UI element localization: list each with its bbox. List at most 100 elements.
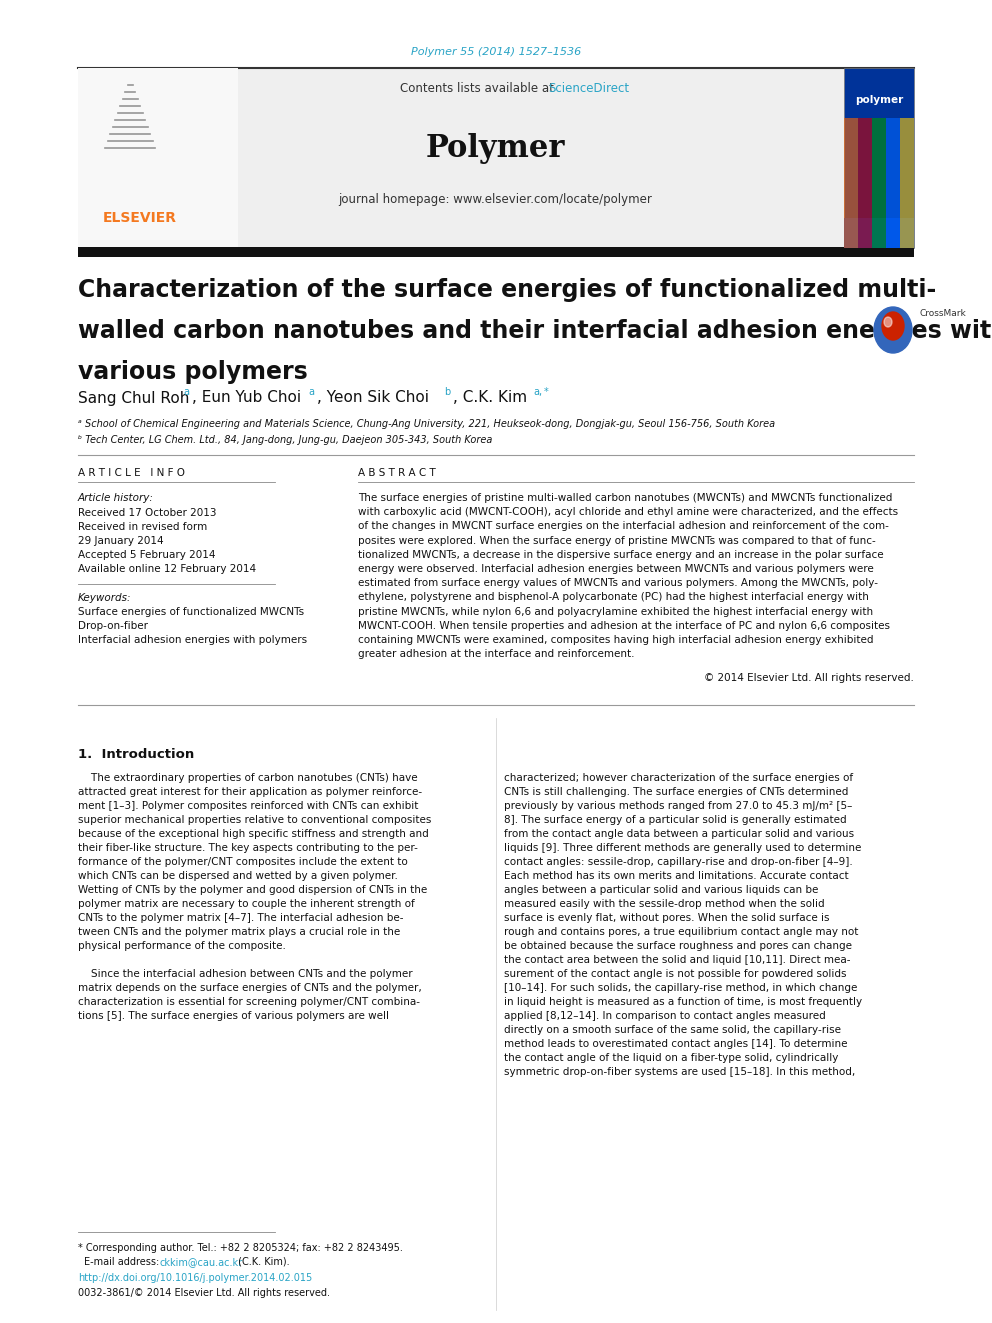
Text: Received in revised form: Received in revised form xyxy=(78,523,207,532)
Text: of the changes in MWCNT surface energies on the interfacial adhesion and reinfor: of the changes in MWCNT surface energies… xyxy=(358,521,889,532)
Text: containing MWCNTs were examined, composites having high interfacial adhesion ene: containing MWCNTs were examined, composi… xyxy=(358,635,874,646)
Text: a,: a, xyxy=(533,388,542,397)
Text: tions [5]. The surface energies of various polymers are well: tions [5]. The surface energies of vario… xyxy=(78,1011,389,1021)
Text: symmetric drop-on-fiber systems are used [15–18]. In this method,: symmetric drop-on-fiber systems are used… xyxy=(504,1068,855,1077)
Bar xyxy=(900,118,914,247)
Text: Polymer 55 (2014) 1527–1536: Polymer 55 (2014) 1527–1536 xyxy=(411,48,581,57)
Text: formance of the polymer/CNT composites include the extent to: formance of the polymer/CNT composites i… xyxy=(78,857,408,867)
Text: pristine MWCNTs, while nylon 6,6 and polyacrylamine exhibited the highest interf: pristine MWCNTs, while nylon 6,6 and pol… xyxy=(358,607,873,617)
Text: 1.  Introduction: 1. Introduction xyxy=(78,749,194,762)
Text: ScienceDirect: ScienceDirect xyxy=(548,82,629,94)
Text: physical performance of the composite.: physical performance of the composite. xyxy=(78,941,286,951)
Bar xyxy=(844,67,914,247)
Text: CNTs to the polymer matrix [4–7]. The interfacial adhesion be-: CNTs to the polymer matrix [4–7]. The in… xyxy=(78,913,404,923)
Text: Interfacial adhesion energies with polymers: Interfacial adhesion energies with polym… xyxy=(78,635,308,646)
Text: the contact angle of the liquid on a fiber-type solid, cylindrically: the contact angle of the liquid on a fib… xyxy=(504,1053,838,1062)
Bar xyxy=(844,118,858,247)
Text: tween CNTs and the polymer matrix plays a crucial role in the: tween CNTs and the polymer matrix plays … xyxy=(78,927,400,937)
Text: Surface energies of functionalized MWCNTs: Surface energies of functionalized MWCNT… xyxy=(78,607,305,617)
Bar xyxy=(78,247,914,257)
Bar xyxy=(886,118,900,247)
Text: ᵃ School of Chemical Engineering and Materials Science, Chung-Ang University, 22: ᵃ School of Chemical Engineering and Mat… xyxy=(78,419,775,429)
Text: posites were explored. When the surface energy of pristine MWCNTs was compared t: posites were explored. When the surface … xyxy=(358,536,876,545)
Text: estimated from surface energy values of MWCNTs and various polymers. Among the M: estimated from surface energy values of … xyxy=(358,578,878,589)
Bar xyxy=(872,118,886,247)
Text: with carboxylic acid (MWCNT-COOH), acyl chloride and ethyl amine were characteri: with carboxylic acid (MWCNT-COOH), acyl … xyxy=(358,507,898,517)
Text: a: a xyxy=(308,388,314,397)
Text: various polymers: various polymers xyxy=(78,360,308,384)
Text: energy were observed. Interfacial adhesion energies between MWCNTs and various p: energy were observed. Interfacial adhesi… xyxy=(358,564,874,574)
Bar xyxy=(858,118,872,247)
Text: journal homepage: www.elsevier.com/locate/polymer: journal homepage: www.elsevier.com/locat… xyxy=(338,193,652,206)
Text: contact angles: sessile-drop, capillary-rise and drop-on-fiber [4–9].: contact angles: sessile-drop, capillary-… xyxy=(504,857,853,867)
Text: surement of the contact angle is not possible for powdered solids: surement of the contact angle is not pos… xyxy=(504,968,846,979)
Text: 29 January 2014: 29 January 2014 xyxy=(78,536,164,546)
Text: measured easily with the sessile-drop method when the solid: measured easily with the sessile-drop me… xyxy=(504,900,824,909)
Text: 8]. The surface energy of a particular solid is generally estimated: 8]. The surface energy of a particular s… xyxy=(504,815,846,826)
Text: Accepted 5 February 2014: Accepted 5 February 2014 xyxy=(78,550,215,560)
Text: walled carbon nanotubes and their interfacial adhesion energies with: walled carbon nanotubes and their interf… xyxy=(78,319,992,343)
Text: previously by various methods ranged from 27.0 to 45.3 mJ/m² [5–: previously by various methods ranged fro… xyxy=(504,800,852,811)
Text: surface is evenly flat, without pores. When the solid surface is: surface is evenly flat, without pores. W… xyxy=(504,913,829,923)
Bar xyxy=(78,67,914,247)
Text: Contents lists available at: Contents lists available at xyxy=(400,82,558,94)
Text: a: a xyxy=(183,388,189,397)
Text: Characterization of the surface energies of functionalized multi-: Characterization of the surface energies… xyxy=(78,278,936,302)
Bar xyxy=(844,218,914,247)
Text: the contact area between the solid and liquid [10,11]. Direct mea-: the contact area between the solid and l… xyxy=(504,955,850,964)
Text: (C.K. Kim).: (C.K. Kim). xyxy=(235,1257,290,1267)
Text: Sang Chul Roh: Sang Chul Roh xyxy=(78,390,189,406)
Text: ᵇ Tech Center, LG Chem. Ltd., 84, Jang-dong, Jung-gu, Daejeon 305-343, South Kor: ᵇ Tech Center, LG Chem. Ltd., 84, Jang-d… xyxy=(78,435,492,445)
Text: A B S T R A C T: A B S T R A C T xyxy=(358,468,435,478)
Text: http://dx.doi.org/10.1016/j.polymer.2014.02.015: http://dx.doi.org/10.1016/j.polymer.2014… xyxy=(78,1273,312,1283)
Text: from the contact angle data between a particular solid and various: from the contact angle data between a pa… xyxy=(504,830,854,839)
Text: ment [1–3]. Polymer composites reinforced with CNTs can exhibit: ment [1–3]. Polymer composites reinforce… xyxy=(78,800,419,811)
Text: CrossMark: CrossMark xyxy=(920,310,967,319)
Text: *: * xyxy=(544,388,549,397)
Text: directly on a smooth surface of the same solid, the capillary-rise: directly on a smooth surface of the same… xyxy=(504,1025,841,1035)
Text: in liquid height is measured as a function of time, is most frequently: in liquid height is measured as a functi… xyxy=(504,998,862,1007)
Text: polymer matrix are necessary to couple the inherent strength of: polymer matrix are necessary to couple t… xyxy=(78,900,415,909)
Text: The surface energies of pristine multi-walled carbon nanotubes (MWCNTs) and MWCN: The surface energies of pristine multi-w… xyxy=(358,493,893,503)
Text: ethylene, polystyrene and bisphenol-A polycarbonate (PC) had the highest interfa: ethylene, polystyrene and bisphenol-A po… xyxy=(358,593,869,602)
Text: ckkim@cau.ac.kr: ckkim@cau.ac.kr xyxy=(159,1257,242,1267)
Text: MWCNT-COOH. When tensile properties and adhesion at the interface of PC and nylo: MWCNT-COOH. When tensile properties and … xyxy=(358,620,890,631)
Text: angles between a particular solid and various liquids can be: angles between a particular solid and va… xyxy=(504,885,818,894)
Text: [10–14]. For such solids, the capillary-rise method, in which change: [10–14]. For such solids, the capillary-… xyxy=(504,983,857,994)
Text: The extraordinary properties of carbon nanotubes (CNTs) have: The extraordinary properties of carbon n… xyxy=(78,773,418,783)
Text: Each method has its own merits and limitations. Accurate contact: Each method has its own merits and limit… xyxy=(504,871,848,881)
Text: their fiber-like structure. The key aspects contributing to the per-: their fiber-like structure. The key aspe… xyxy=(78,843,418,853)
Text: method leads to overestimated contact angles [14]. To determine: method leads to overestimated contact an… xyxy=(504,1039,847,1049)
Ellipse shape xyxy=(874,307,912,353)
Text: © 2014 Elsevier Ltd. All rights reserved.: © 2014 Elsevier Ltd. All rights reserved… xyxy=(704,673,914,683)
Text: superior mechanical properties relative to conventional composites: superior mechanical properties relative … xyxy=(78,815,432,826)
Text: , C.K. Kim: , C.K. Kim xyxy=(453,390,527,406)
Text: greater adhesion at the interface and reinforcement.: greater adhesion at the interface and re… xyxy=(358,650,635,659)
Text: E-mail address:: E-mail address: xyxy=(84,1257,163,1267)
Text: CNTs is still challenging. The surface energies of CNTs determined: CNTs is still challenging. The surface e… xyxy=(504,787,848,796)
Text: Article history:: Article history: xyxy=(78,493,154,503)
Text: characterized; however characterization of the surface energies of: characterized; however characterization … xyxy=(504,773,853,783)
Text: liquids [9]. Three different methods are generally used to determine: liquids [9]. Three different methods are… xyxy=(504,843,861,853)
Text: polymer: polymer xyxy=(855,95,903,105)
Text: attracted great interest for their application as polymer reinforce-: attracted great interest for their appli… xyxy=(78,787,423,796)
Text: because of the exceptional high specific stiffness and strength and: because of the exceptional high specific… xyxy=(78,830,429,839)
Text: Drop-on-fiber: Drop-on-fiber xyxy=(78,620,148,631)
Text: ELSEVIER: ELSEVIER xyxy=(103,210,177,225)
Text: * Corresponding author. Tel.: +82 2 8205324; fax: +82 2 8243495.: * Corresponding author. Tel.: +82 2 8205… xyxy=(78,1244,403,1253)
Text: Wetting of CNTs by the polymer and good dispersion of CNTs in the: Wetting of CNTs by the polymer and good … xyxy=(78,885,428,894)
Text: Received 17 October 2013: Received 17 October 2013 xyxy=(78,508,216,519)
Text: which CNTs can be dispersed and wetted by a given polymer.: which CNTs can be dispersed and wetted b… xyxy=(78,871,398,881)
Text: rough and contains pores, a true equilibrium contact angle may not: rough and contains pores, a true equilib… xyxy=(504,927,858,937)
Text: A R T I C L E   I N F O: A R T I C L E I N F O xyxy=(78,468,185,478)
Text: characterization is essential for screening polymer/CNT combina-: characterization is essential for screen… xyxy=(78,998,420,1007)
Text: , Yeon Sik Choi: , Yeon Sik Choi xyxy=(317,390,429,406)
Text: Keywords:: Keywords: xyxy=(78,593,132,603)
Text: matrix depends on the surface energies of CNTs and the polymer,: matrix depends on the surface energies o… xyxy=(78,983,422,994)
Text: applied [8,12–14]. In comparison to contact angles measured: applied [8,12–14]. In comparison to cont… xyxy=(504,1011,825,1021)
Text: be obtained because the surface roughness and pores can change: be obtained because the surface roughnes… xyxy=(504,941,852,951)
Text: tionalized MWCNTs, a decrease in the dispersive surface energy and an increase i: tionalized MWCNTs, a decrease in the dis… xyxy=(358,550,884,560)
Text: Available online 12 February 2014: Available online 12 February 2014 xyxy=(78,564,256,574)
Text: 0032-3861/© 2014 Elsevier Ltd. All rights reserved.: 0032-3861/© 2014 Elsevier Ltd. All right… xyxy=(78,1289,330,1298)
Text: Since the interfacial adhesion between CNTs and the polymer: Since the interfacial adhesion between C… xyxy=(78,968,413,979)
